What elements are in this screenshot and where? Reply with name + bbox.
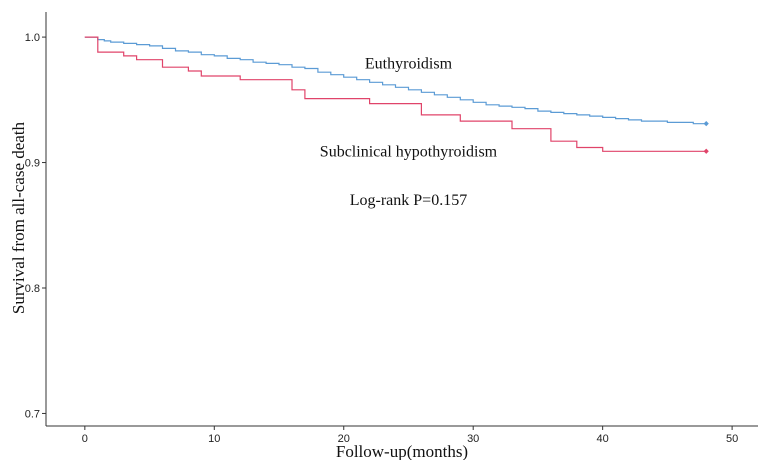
x-axis-title: Follow-up(months) (336, 442, 468, 460)
series-layer (84, 36, 709, 154)
x-tick-label: 20 (338, 433, 350, 445)
x-axis-ticks: 0 10 20 30 40 50 (82, 426, 738, 445)
annotation-label: Log-rank P=0.157 (350, 192, 467, 209)
x-tick-label: 10 (208, 433, 220, 445)
annotation-layer: Euthyroidism Subclinical hypothyroidism Lo… (320, 55, 498, 209)
censor-marker-subclinical-hypothyroidism (703, 148, 709, 154)
censor-marker-euthyroidism (703, 121, 709, 127)
series-line-euthyroidism (84, 36, 707, 125)
y-tick-label: 1.0 (25, 32, 40, 44)
annotation-label: Subclinical hypothyroidism (320, 143, 498, 160)
annotation-label: Euthyroidism (365, 55, 453, 72)
x-tick-label: 30 (467, 433, 479, 445)
x-tick-label: 40 (597, 433, 609, 445)
y-tick-label: 0.9 (25, 158, 40, 170)
plot-area (45, 12, 758, 427)
y-axis-ticks: 0.7 0.8 0.9 1.0 (25, 32, 46, 420)
y-tick-label: 0.8 (25, 283, 40, 295)
y-tick-label: 0.7 (25, 408, 40, 420)
x-tick-label: 50 (726, 433, 738, 445)
series-line-subclinical-hypothyroidism (84, 36, 707, 152)
y-axis-title: Survival from all-case death (9, 121, 28, 314)
x-tick-label: 0 (82, 433, 88, 445)
